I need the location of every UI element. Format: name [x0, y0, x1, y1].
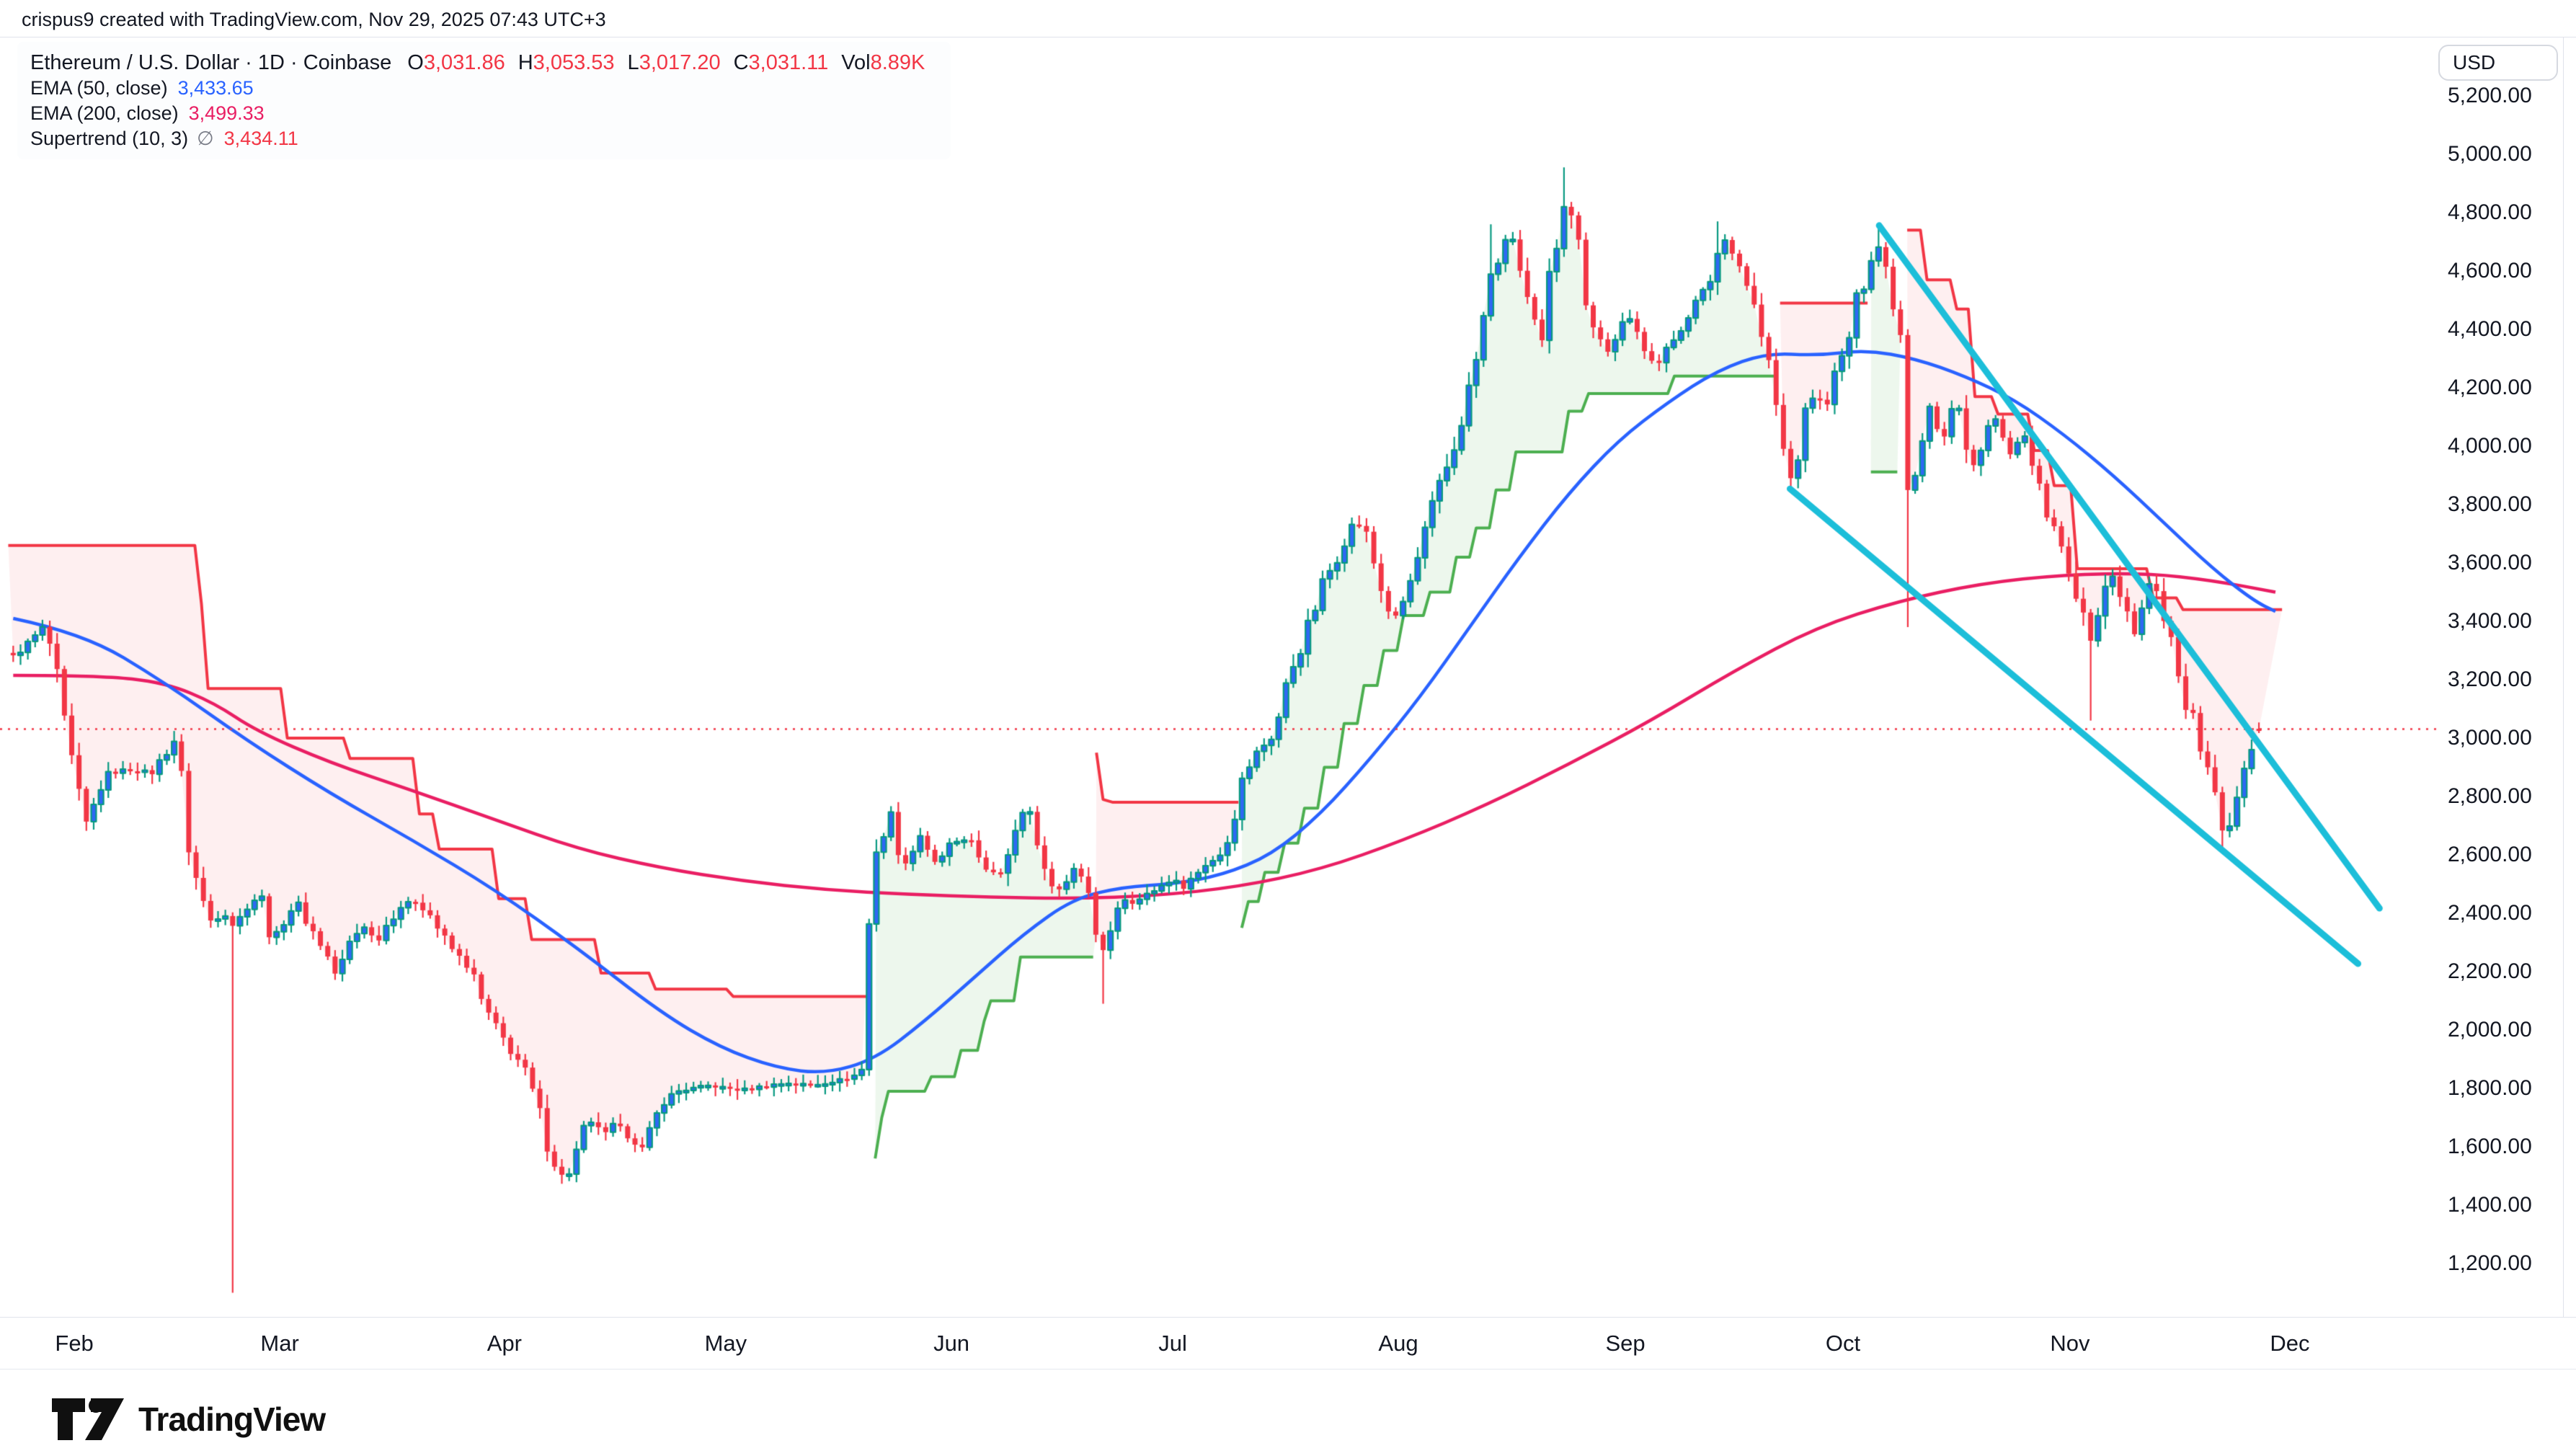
month-label-nov: Nov — [2050, 1331, 2090, 1356]
high-label: H — [518, 51, 533, 74]
symbol-row[interactable]: Ethereum / U.S. Dollar · 1D · Coinbase O… — [30, 50, 938, 75]
month-label-feb: Feb — [55, 1331, 94, 1356]
month-label-may: May — [704, 1331, 747, 1356]
ohlc-values: O3,031.86 H3,053.53 L3,017.20 C3,031.11 Vol8… — [407, 50, 938, 75]
footer: TradingView — [50, 1397, 326, 1442]
close-value: 3,031.11 — [748, 51, 829, 74]
indicator-row-ema50[interactable]: EMA (50, close) 3,433.65 — [30, 76, 938, 100]
month-label-sep: Sep — [1605, 1331, 1645, 1356]
chart-legend: Ethereum / U.S. Dollar · 1D · Coinbase O… — [17, 42, 951, 159]
average-icon: ∅ — [197, 128, 214, 149]
indicator-value-supertrend: 3,434.11 — [223, 128, 298, 149]
volume-label: Vol — [841, 51, 871, 74]
indicator-row-supertrend[interactable]: Supertrend (10, 3) ∅ 3,434.11 — [30, 126, 938, 151]
price-axis-border — [2563, 37, 2564, 1369]
currency-label: USD — [2453, 51, 2496, 74]
indicator-value-ema200: 3,499.33 — [188, 102, 265, 124]
high-value: 3,053.53 — [533, 51, 615, 74]
symbol-title: Ethereum / U.S. Dollar · 1D · Coinbase — [30, 51, 392, 74]
month-label-aug: Aug — [1378, 1331, 1418, 1356]
indicator-name-ema50: EMA (50, close) — [30, 77, 168, 99]
low-value: 3,017.20 — [639, 51, 721, 74]
watermark-attribution: crispus9 created with TradingView.com, N… — [22, 9, 606, 30]
month-label-apr: Apr — [487, 1331, 523, 1356]
indicator-row-ema200[interactable]: EMA (200, close) 3,499.33 — [30, 101, 938, 125]
tradingview-logo-icon[interactable] — [50, 1397, 125, 1442]
time-axis[interactable]: Feb Mar Apr May Jun Jul Aug Sep Oct Nov Dec — [0, 1317, 2576, 1370]
indicator-name-supertrend: Supertrend (10, 3) — [30, 128, 189, 149]
tradingview-brand-text[interactable]: TradingView — [138, 1400, 326, 1438]
low-label: L — [627, 51, 639, 74]
indicator-value-ema50: 3,433.65 — [177, 77, 254, 99]
month-label-mar: Mar — [260, 1331, 299, 1356]
close-label: C — [733, 51, 749, 74]
open-value: 3,031.86 — [423, 51, 505, 74]
indicator-name-ema200: EMA (200, close) — [30, 102, 179, 124]
month-label-oct: Oct — [1825, 1331, 1861, 1356]
month-label-jul: Jul — [1158, 1331, 1187, 1356]
month-label-jun: Jun — [933, 1331, 970, 1356]
month-label-dec: Dec — [2270, 1331, 2310, 1356]
currency-button[interactable]: USD — [2438, 45, 2558, 81]
open-label: O — [407, 51, 424, 74]
volume-value: 8.89K — [870, 51, 925, 74]
